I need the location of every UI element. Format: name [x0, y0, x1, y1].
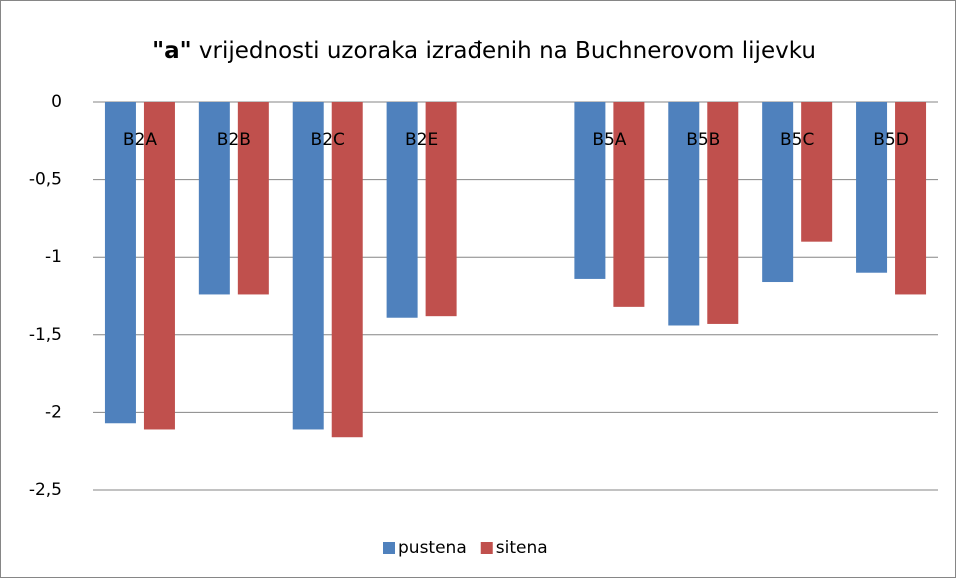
bar — [104, 102, 136, 424]
legend-swatch — [383, 542, 395, 554]
bar — [331, 102, 363, 438]
y-tick-label: -2,5 — [29, 480, 62, 500]
bar — [762, 102, 794, 283]
bar — [801, 102, 833, 242]
y-tick-label: -0,5 — [29, 170, 62, 190]
x-tick-label: B2C — [311, 130, 345, 150]
bar — [292, 102, 324, 430]
bar — [895, 102, 927, 295]
x-tick-label: B2A — [123, 130, 157, 150]
bar — [425, 102, 457, 317]
bar — [707, 102, 739, 324]
x-tick-label: B2E — [405, 130, 438, 150]
bar — [143, 102, 175, 430]
bar — [613, 102, 645, 307]
x-tick-label: B5B — [686, 130, 720, 150]
bar — [574, 102, 606, 279]
bar — [198, 102, 230, 295]
x-tick-label: B2B — [217, 130, 251, 150]
x-tick-label: B5D — [873, 130, 909, 150]
x-tick-label: B5A — [592, 130, 626, 150]
chart-title: "a" vrijednosti uzoraka izrađenih na Buc… — [152, 38, 816, 64]
bar — [386, 102, 418, 318]
x-tick-label: B5C — [780, 130, 814, 150]
title-text: vrijednosti uzoraka izrađenih na Buchner… — [199, 38, 816, 64]
bar — [237, 102, 269, 295]
y-tick-label: -1,5 — [29, 325, 62, 345]
y-tick-label: -1 — [45, 247, 62, 267]
legend-swatch — [480, 542, 493, 554]
legend-label: sitena — [496, 538, 548, 558]
legend-label: pustena — [398, 538, 467, 558]
y-tick-label: 0 — [51, 92, 62, 112]
title-bold: "a" — [152, 38, 192, 64]
bar — [856, 102, 888, 273]
y-tick-label: -2 — [45, 402, 62, 422]
bar — [668, 102, 700, 326]
